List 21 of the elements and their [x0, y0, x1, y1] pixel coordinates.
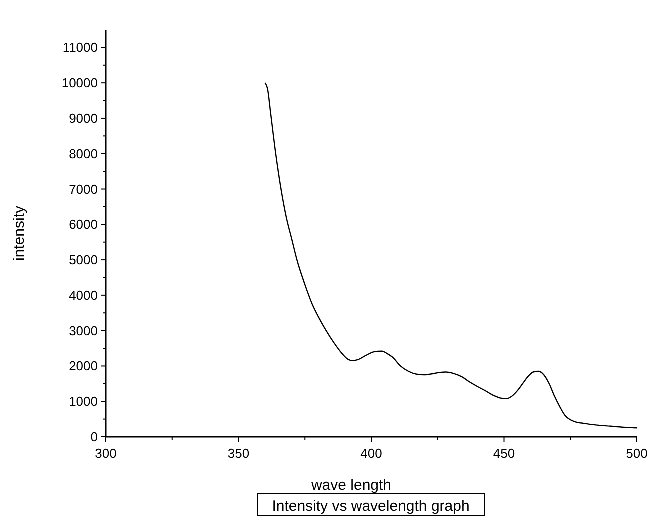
y-tick-label: 1000 — [69, 394, 98, 410]
x-tick-label: 400 — [360, 446, 382, 461]
y-tick-label: 9000 — [69, 110, 98, 126]
line-series — [264, 82, 638, 429]
y-axis-title: intensity — [11, 205, 28, 262]
y-tick-label: 6000 — [69, 217, 98, 232]
x-tick-label: 350 — [228, 446, 250, 461]
y-tick-label: 10000 — [62, 76, 98, 91]
text: Intensity vs wavelength graph — [272, 498, 470, 515]
x-axis-title: wave length — [310, 477, 392, 494]
y-tick-label: 5000 — [69, 252, 98, 268]
y-tick-label: 11000 — [62, 40, 98, 56]
x-tick-label: 300 — [95, 446, 117, 461]
y-tick-label: 3000 — [69, 323, 98, 338]
y-tick-label: 2000 — [69, 358, 98, 374]
y-tick-label: 4000 — [69, 288, 98, 303]
y-tick-label: 0 — [90, 430, 98, 444]
y-tick-label: 7000 — [69, 182, 98, 197]
x-tick-label: 500 — [626, 446, 648, 461]
x-tick-label: 450 — [493, 446, 516, 461]
y-tick-label: 8000 — [69, 146, 98, 162]
